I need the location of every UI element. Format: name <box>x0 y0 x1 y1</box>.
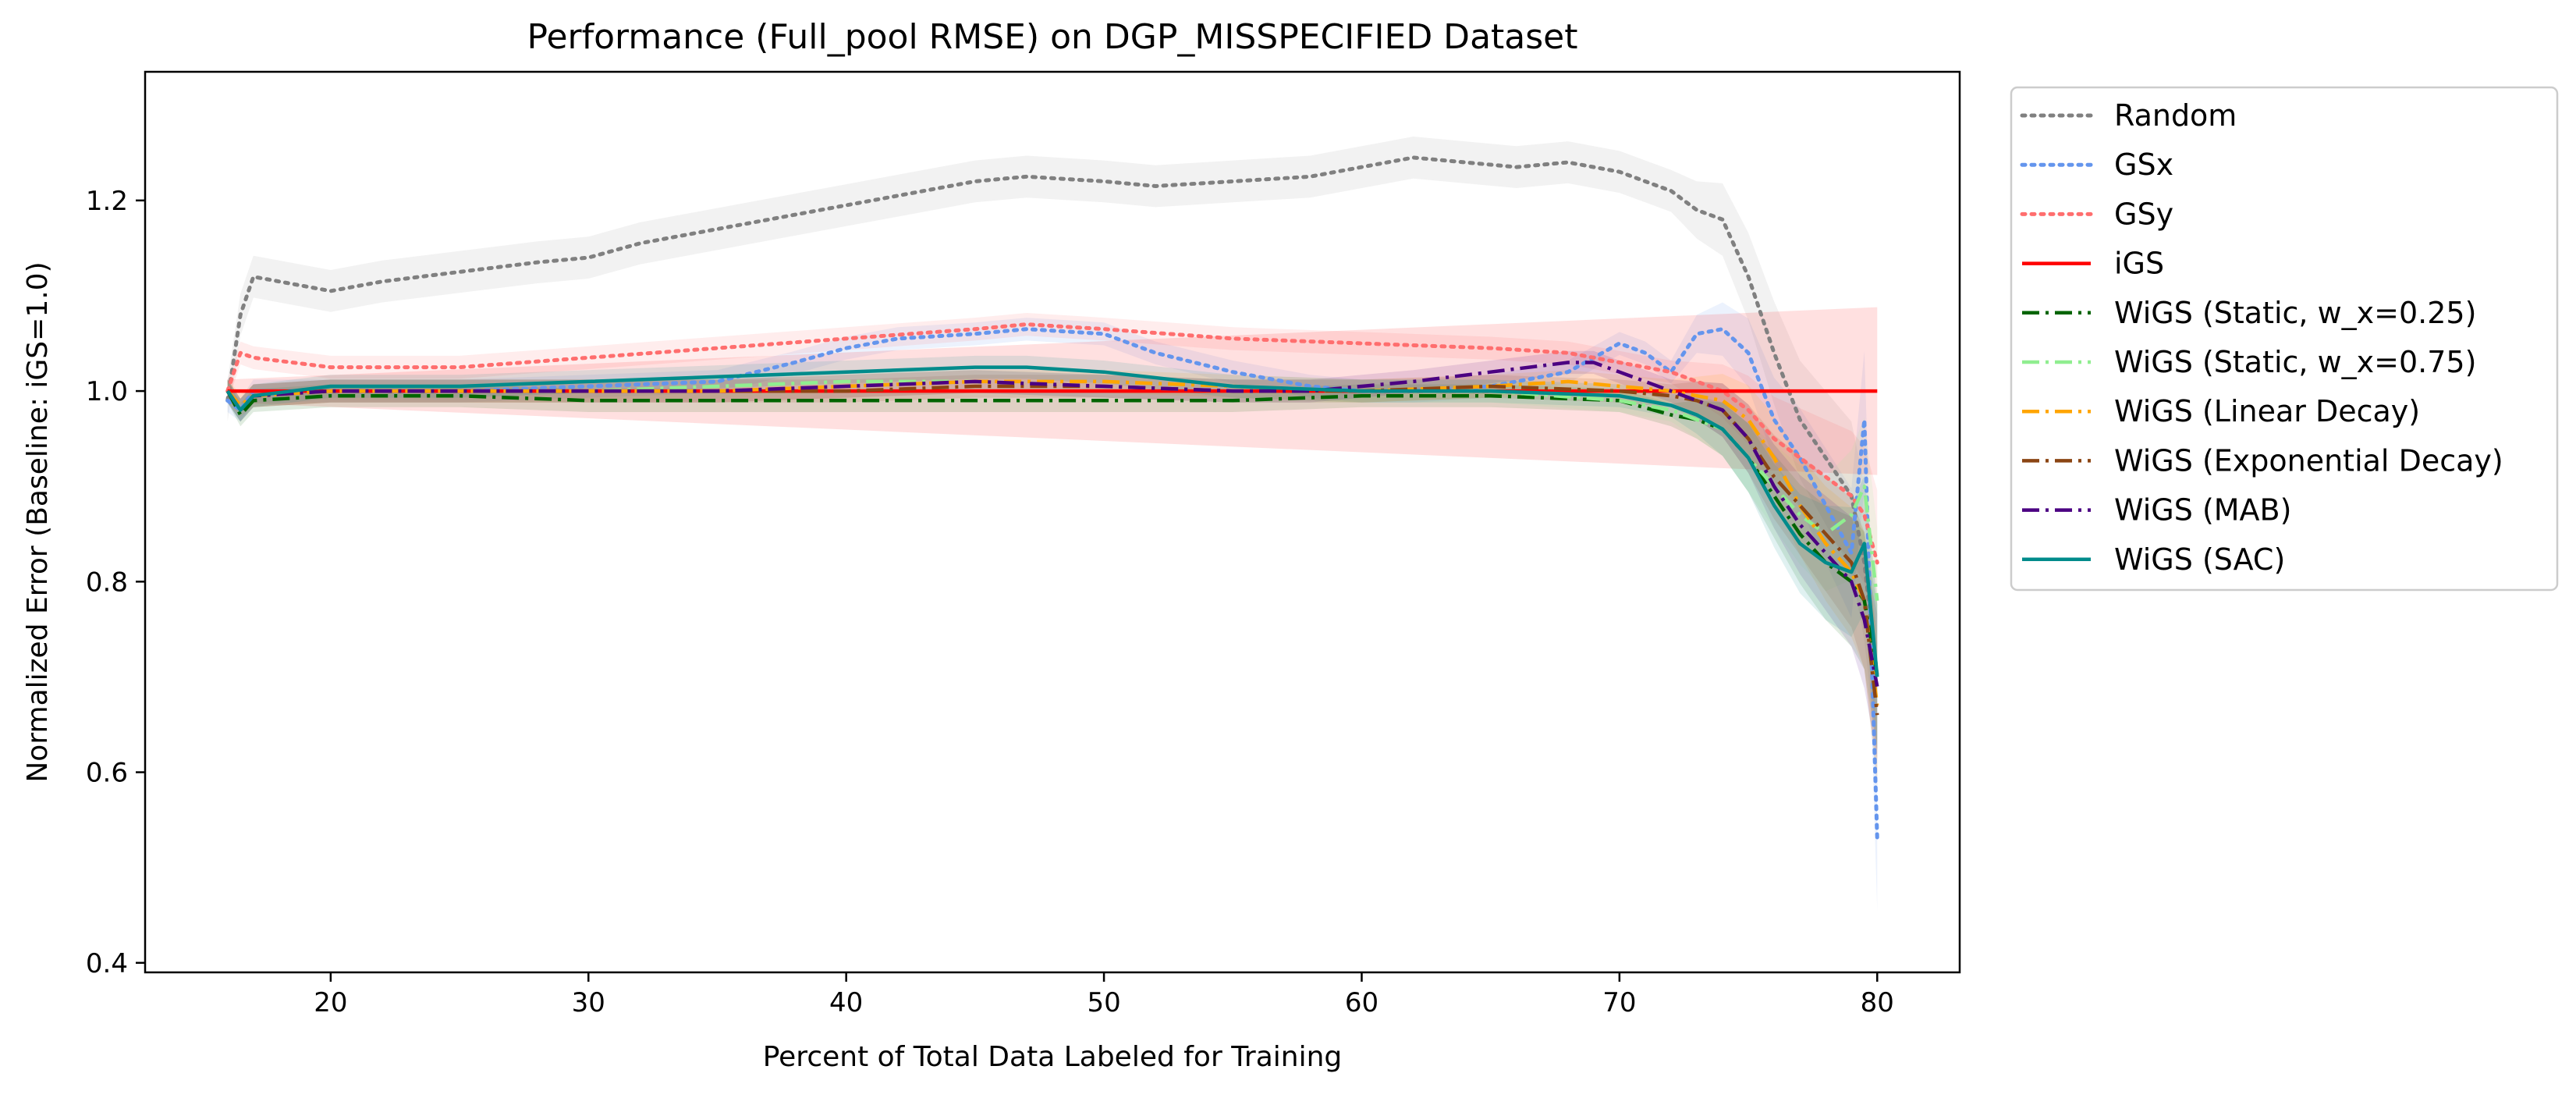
band-7 <box>227 375 1878 788</box>
legend-label: GSx <box>2114 147 2173 182</box>
series-lines <box>225 155 1879 841</box>
x-tick-label: 40 <box>829 987 863 1018</box>
x-tick-label: 50 <box>1087 987 1120 1018</box>
series-line-8 <box>225 361 1879 688</box>
x-tick-label: 60 <box>1345 987 1378 1018</box>
series-line-7 <box>225 384 1879 716</box>
band-4 <box>227 379 1878 750</box>
confidence-bands <box>227 137 1878 911</box>
band-0 <box>227 137 1878 759</box>
x-tick-label: 80 <box>1861 987 1894 1018</box>
x-axis-label: Percent of Total Data Labeled for Traini… <box>763 1041 1343 1073</box>
y-tick-label: 1.2 <box>86 186 128 217</box>
legend-label: WiGS (MAB) <box>2114 493 2291 528</box>
legend-label: WiGS (Linear Decay) <box>2114 394 2420 428</box>
series-line-9 <box>225 365 1879 677</box>
chart-title: Performance (Full_pool RMSE) on DGP_MISS… <box>527 17 1577 57</box>
band-9 <box>227 355 1878 750</box>
legend-box <box>2010 86 2559 592</box>
legend-label: GSy <box>2114 197 2173 231</box>
y-tick-label: 1.0 <box>86 376 128 407</box>
x-tick-label: 20 <box>314 987 347 1018</box>
y-axis: 0.4 0.6 0.8 1.0 1.2 <box>86 186 145 979</box>
band-5 <box>227 370 1878 673</box>
plot-frame <box>144 70 1961 974</box>
series-line-0 <box>225 155 1879 679</box>
legend-label: iGS <box>2114 247 2164 281</box>
y-tick-label: 0.4 <box>86 948 128 979</box>
legend-label: WiGS (Exponential Decay) <box>2114 443 2503 478</box>
y-axis-label: Normalized Error (Baseline: iGS=1.0) <box>22 261 54 782</box>
series-line-2 <box>225 322 1879 565</box>
legend: Random GSx GSy iGS WiGS (Static, w_x=0.25) Wi… <box>2010 86 2559 592</box>
legend-label: WiGS (Static, w_x=0.75) <box>2114 345 2476 379</box>
legend-label: WiGS (Static, w_x=0.25) <box>2114 296 2476 330</box>
y-tick-label: 0.6 <box>86 758 128 789</box>
band-6 <box>227 370 1878 778</box>
y-tick-label: 0.8 <box>86 567 128 598</box>
x-axis: 20 30 40 50 60 70 80 <box>314 972 1894 1018</box>
x-tick-label: 70 <box>1602 987 1636 1018</box>
series-line-4 <box>225 390 1879 677</box>
legend-label: WiGS (SAC) <box>2114 542 2285 577</box>
legend-label: Random <box>2114 98 2237 133</box>
x-tick-label: 30 <box>572 987 605 1018</box>
